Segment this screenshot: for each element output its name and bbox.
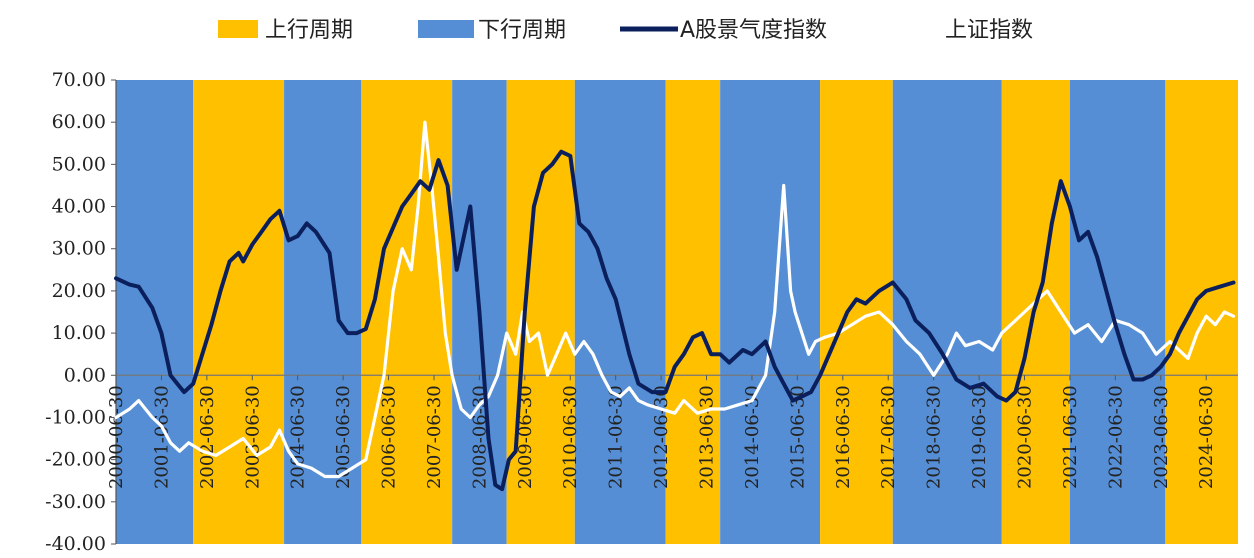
x-tick-label-22: 2022-06-30 <box>1105 385 1126 489</box>
x-tick-label-4: 2004-06-30 <box>288 385 309 489</box>
cycle-band-3 <box>361 80 453 544</box>
y-tick-label-2: 50.00 <box>52 153 106 175</box>
y-tick-label-10: -30.00 <box>45 491 106 513</box>
series-line-a-share-index <box>114 149 1236 492</box>
x-tick-label-23: 2023-06-30 <box>1151 385 1172 489</box>
legend: 上行周期 下行周期 A股景气度指数 上证指数 <box>218 18 1033 43</box>
x-tick-label-2: 2002-06-30 <box>197 385 218 489</box>
cycle-band-8 <box>720 80 821 544</box>
y-tick-label-5: 20.00 <box>52 280 106 302</box>
cycle-band-11 <box>1001 80 1070 544</box>
x-tick-label-5: 2005-06-30 <box>333 385 354 489</box>
y-tick-label-3: 40.00 <box>52 196 106 218</box>
x-tick-label-7: 2007-06-30 <box>424 385 445 489</box>
x-tick-label-20: 2020-06-30 <box>1015 385 1036 489</box>
y-tick-label-4: 30.00 <box>52 238 106 260</box>
cycle-band-1 <box>193 80 285 544</box>
x-tick-label-16: 2016-06-30 <box>833 385 854 489</box>
legend-swatch-up-cycle <box>218 20 258 38</box>
legend-label-shanghai-index: 上证指数 <box>945 18 1033 43</box>
legend-label-a-share-index: A股景气度指数 <box>680 18 827 43</box>
x-tick-label-6: 2006-06-30 <box>379 385 400 489</box>
x-tick-label-12: 2012-06-30 <box>651 385 672 489</box>
y-tick-label-9: -20.00 <box>45 449 106 471</box>
x-tick-label-18: 2018-06-30 <box>924 385 945 489</box>
legend-label-up-cycle: 上行周期 <box>265 18 353 43</box>
x-tick-label-10: 2010-06-30 <box>560 385 581 489</box>
x-tick-label-19: 2019-06-30 <box>969 385 990 489</box>
x-tick-label-13: 2013-06-30 <box>697 385 718 489</box>
x-tick-label-11: 2011-06-30 <box>606 385 627 489</box>
x-tick-label-3: 2003-06-30 <box>242 385 263 489</box>
cycle-bands <box>116 80 1238 544</box>
x-tick-label-14: 2014-06-30 <box>742 385 763 489</box>
cycle-band-2 <box>284 80 362 544</box>
y-tick-label-8: -10.00 <box>45 406 106 428</box>
axes <box>115 80 1238 544</box>
x-tick-label-1: 2001-06-30 <box>151 385 172 489</box>
y-axis-ticks: 70.00 60.00 50.00 40.00 30.00 20.00 10.00 0.00 -… <box>45 69 116 555</box>
x-axis-ticks: 2000-06-30 2001-06-30 2002-06-30 2003-06-30… <box>106 375 1217 489</box>
y-tick-label-7: 0.00 <box>64 364 106 386</box>
series-line-shanghai-index <box>114 120 1236 479</box>
y-tick-label-6: 10.00 <box>52 322 106 344</box>
cycle-band-12 <box>1069 80 1166 544</box>
cycle-band-7 <box>665 80 721 544</box>
cycle-band-5 <box>506 80 575 544</box>
x-tick-label-24: 2024-06-30 <box>1196 385 1217 489</box>
y-tick-label-11: -40.00 <box>45 533 106 555</box>
series-lines <box>114 120 1236 492</box>
y-tick-label-1: 60.00 <box>52 111 106 133</box>
x-tick-label-0: 2000-06-30 <box>106 385 127 489</box>
legend-swatch-down-cycle <box>418 20 474 38</box>
legend-label-down-cycle: 下行周期 <box>478 18 566 43</box>
y-tick-label-0: 70.00 <box>52 69 106 91</box>
x-tick-label-17: 2017-06-30 <box>878 385 899 489</box>
x-tick-label-15: 2015-06-30 <box>787 385 808 489</box>
x-tick-label-21: 2021-06-30 <box>1060 385 1081 489</box>
